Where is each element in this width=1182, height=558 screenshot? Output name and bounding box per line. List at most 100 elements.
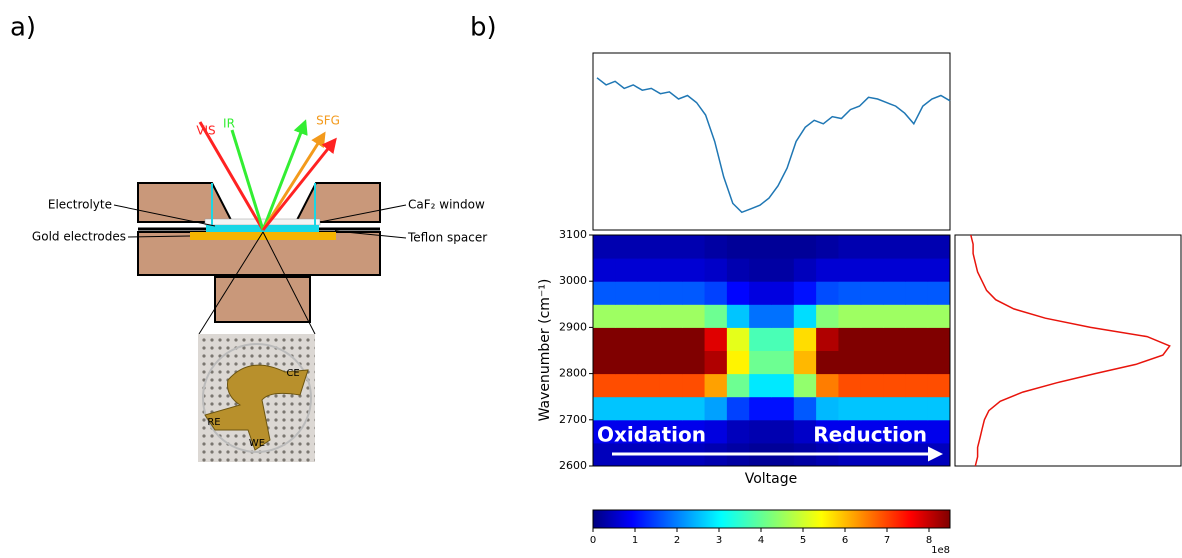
heatmap-cell xyxy=(704,350,728,375)
heatmap-cell xyxy=(860,419,884,444)
photo-label: WE xyxy=(249,438,265,449)
colorbar xyxy=(592,509,951,529)
heatmap-cell xyxy=(659,327,683,351)
heatmap-cell xyxy=(659,258,683,282)
heatmap-cell xyxy=(816,327,839,351)
heatmap-cell xyxy=(615,304,639,328)
heatmap-cell xyxy=(749,258,772,282)
heatmap-cell xyxy=(593,396,616,421)
heatmap-cell xyxy=(682,304,706,328)
line xyxy=(596,77,951,214)
heatmap-cell xyxy=(927,258,951,282)
heatmap-cell xyxy=(905,373,929,398)
heatmap-cell xyxy=(883,373,906,398)
y-tick-label: 3000 xyxy=(559,274,587,287)
heatmap-cell xyxy=(793,258,817,282)
heatmap-cell xyxy=(883,419,906,444)
heatmap-cell xyxy=(659,419,683,444)
heatmap-cell xyxy=(838,258,862,282)
heatmap-cell xyxy=(615,373,639,398)
axes-frame xyxy=(592,52,951,231)
heatmap-cell xyxy=(793,304,817,328)
heatmap-cell xyxy=(682,373,706,398)
y-axis-label: Wavenumber (cm⁻¹) xyxy=(537,279,553,422)
heatmap-cell xyxy=(838,327,862,351)
colorbar-tick-label: 4 xyxy=(758,535,764,546)
heatmap-cell xyxy=(883,350,906,375)
heatmap-cell xyxy=(905,258,929,282)
heatmap-cell xyxy=(905,327,929,351)
heatmap-cell xyxy=(816,419,839,444)
heatmap-cell xyxy=(682,281,706,305)
heatmap-cell xyxy=(883,258,906,282)
panel-label: a) xyxy=(10,13,36,43)
heatmap-cell xyxy=(771,350,795,375)
heatmap-cell xyxy=(927,304,951,328)
heatmap-cell xyxy=(726,373,750,398)
heatmap-cell xyxy=(726,419,750,444)
colorbar-offset: 1e8 xyxy=(931,545,950,556)
y-tick-label: 2800 xyxy=(559,367,587,380)
heatmap-cell xyxy=(615,281,639,305)
heatmap-cell xyxy=(726,350,750,375)
heatmap-cell xyxy=(793,396,817,421)
heatmap-cell xyxy=(593,258,616,282)
heatmap-cell xyxy=(771,281,795,305)
colorbar-tick-label: 8 xyxy=(926,535,932,546)
heatmap-cell xyxy=(704,258,728,282)
heatmap-cell xyxy=(615,258,639,282)
heatmap-cell xyxy=(659,373,683,398)
heatmap-cell xyxy=(704,304,728,328)
heatmap-cell xyxy=(749,281,772,305)
y-tick-label: 2600 xyxy=(559,459,587,472)
heatmap-cell xyxy=(682,327,706,351)
heatmap-cell xyxy=(905,304,929,328)
heatmap-cell xyxy=(838,396,862,421)
photo-label: CE xyxy=(286,368,299,379)
heatmap-cell xyxy=(771,327,795,351)
heatmap-cell xyxy=(905,281,929,305)
y-tick-label: 2700 xyxy=(559,413,587,426)
heatmap-cell xyxy=(883,327,906,351)
diagram-label: Teflon spacer xyxy=(407,231,487,245)
heatmap-cell xyxy=(659,235,683,259)
heatmap-cell xyxy=(793,373,817,398)
heatmap-cell xyxy=(726,304,750,328)
heatmap-cell xyxy=(726,258,750,282)
heatmap-cell xyxy=(860,258,884,282)
heatmap-cell xyxy=(704,235,728,259)
colorbar-tick-label: 6 xyxy=(842,535,848,546)
beam-label: VIS xyxy=(196,124,215,138)
axes-frame xyxy=(954,234,1182,467)
heatmap-cell xyxy=(749,396,772,421)
heatmap-cell xyxy=(682,235,706,259)
heatmap-cell xyxy=(860,304,884,328)
colorbar-tick-label: 1 xyxy=(632,535,638,546)
heatmap-cell xyxy=(749,235,772,259)
heatmap-cell xyxy=(816,373,839,398)
heatmap-cell xyxy=(704,419,728,444)
heatmap-cell xyxy=(883,396,906,421)
heatmap-cell xyxy=(637,350,661,375)
heatmap-cell xyxy=(704,396,728,421)
heatmap-cell xyxy=(771,235,795,259)
heatmap-cell xyxy=(659,281,683,305)
heatmap-cell xyxy=(615,350,639,375)
heatmap-cell xyxy=(860,373,884,398)
heatmap-cell xyxy=(659,396,683,421)
heatmap-cell xyxy=(816,396,839,421)
heatmap-cell xyxy=(704,373,728,398)
beam-label: SFG xyxy=(316,114,340,128)
heatmap-cell xyxy=(726,281,750,305)
heatmap-cell xyxy=(838,419,862,444)
heatmap-cell xyxy=(637,327,661,351)
heatmap-cell xyxy=(615,235,639,259)
heatmap-cell xyxy=(659,350,683,375)
heatmap-cell xyxy=(883,304,906,328)
heatmap-cell xyxy=(816,350,839,375)
heatmap-cell xyxy=(659,304,683,328)
heatmap-cell xyxy=(816,304,839,328)
heatmap-cell xyxy=(637,419,661,444)
colorbar-tick-label: 2 xyxy=(674,535,680,546)
colorbar-tick-label: 3 xyxy=(716,535,722,546)
